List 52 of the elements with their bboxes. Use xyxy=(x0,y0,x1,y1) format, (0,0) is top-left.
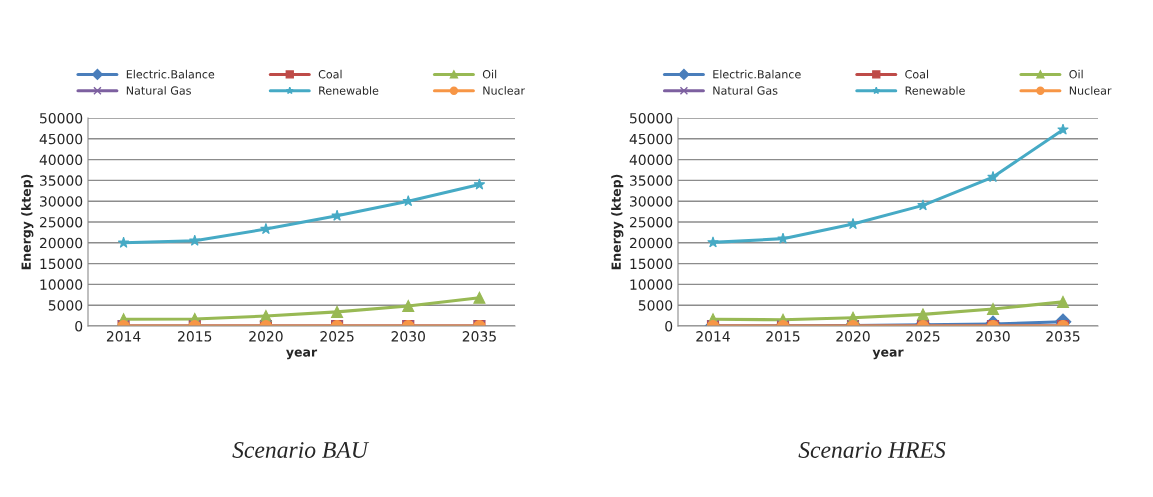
y-tick-label: 20000 xyxy=(39,237,83,249)
y-tick-label: 30000 xyxy=(630,196,673,207)
y-axis-title: Energy (ktep) xyxy=(21,174,34,270)
y-tick-label: 40000 xyxy=(39,154,83,166)
y-tick-label: 40000 xyxy=(629,154,673,166)
x-tick-label: 2015 xyxy=(178,331,212,342)
x-axis-title: year xyxy=(872,349,904,360)
y-tick-label: 0 xyxy=(75,320,83,332)
x-axis-title: year xyxy=(286,349,318,360)
legend-label: Nuclear xyxy=(483,86,526,95)
x-tick-label: 2020 xyxy=(249,331,283,342)
x-tick-label: 2014 xyxy=(696,331,730,342)
legend-label: Nuclear xyxy=(1069,86,1112,95)
legend-label: Natural Gas xyxy=(713,86,778,95)
x-tick-label: 2030 xyxy=(391,331,425,342)
y-tick-label: 50000 xyxy=(630,112,673,124)
y-tick-label: 5000 xyxy=(638,300,673,311)
y-tick-label: 25000 xyxy=(629,216,673,228)
y-tick-label: 5000 xyxy=(48,300,83,311)
legend-label: Coal xyxy=(318,69,342,79)
y-tick-label: 15000 xyxy=(630,258,673,270)
x-tick-label: 2025 xyxy=(320,331,354,342)
x-tick-label: 2015 xyxy=(766,331,800,342)
x-tick-label: 2020 xyxy=(836,331,870,342)
y-tick-label: 50000 xyxy=(40,112,83,124)
legend-label: Renewable xyxy=(319,86,379,95)
y-tick-label: 0 xyxy=(665,320,673,332)
y-tick-label: 15000 xyxy=(40,258,83,270)
x-tick-label: 2030 xyxy=(976,331,1010,342)
x-tick-label: 2035 xyxy=(1046,331,1080,342)
y-tick-label: 35000 xyxy=(630,175,673,186)
y-tick-label: 35000 xyxy=(40,175,83,186)
x-tick-label: 2025 xyxy=(906,331,940,342)
legend-label: Electric.Balance xyxy=(126,69,215,79)
legend-label: Electric.Balance xyxy=(713,69,801,79)
legend-label: Natural Gas xyxy=(126,86,191,95)
legend-label: Oil xyxy=(1069,69,1083,79)
y-tick-label: 30000 xyxy=(40,196,83,207)
legend-label: Renewable xyxy=(905,86,965,95)
text: Scenario HRES xyxy=(798,442,946,458)
x-tick-label: 2035 xyxy=(462,331,496,342)
y-tick-label: 45000 xyxy=(629,133,673,145)
y-tick-label: 10000 xyxy=(40,279,83,290)
text: Scenario BAU xyxy=(232,442,370,458)
y-tick-label: 10000 xyxy=(630,279,673,290)
y-tick-label: 45000 xyxy=(39,133,83,145)
y-tick-label: 20000 xyxy=(629,237,673,249)
y-tick-label: 25000 xyxy=(39,216,83,228)
legend-label: Oil xyxy=(482,69,497,79)
legend-label: Coal xyxy=(905,69,929,79)
y-axis-title: Energy (ktep) xyxy=(611,174,624,270)
x-tick-label: 2014 xyxy=(106,331,141,342)
